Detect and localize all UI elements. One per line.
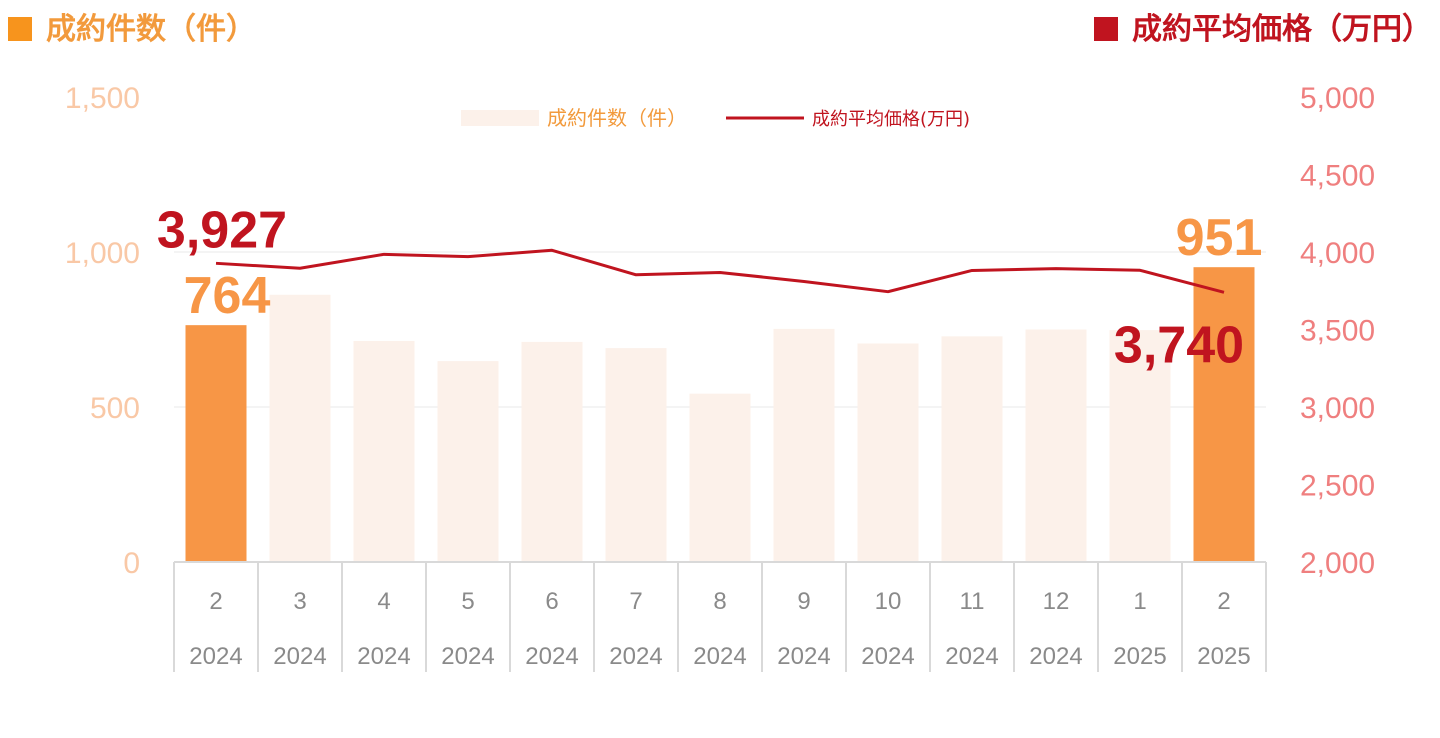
right-y-axis: 2,000 2,500 3,000 3,500 4,000 4,500 5,000 [1300, 82, 1375, 580]
right-axis-title-text: 成約平均価格（万円） [1132, 12, 1432, 47]
right-y-tick-label: 3,500 [1300, 315, 1375, 348]
x-tick-label-year: 2024 [441, 643, 494, 670]
legend: 成約件数（件） 成約平均価格(万円) [461, 106, 970, 130]
data-labels: 764 951 3,927 3,740 [157, 201, 1262, 374]
x-tick-label-month: 5 [461, 588, 474, 615]
x-tick-label-year: 2024 [945, 643, 998, 670]
x-tick-label-year: 2024 [357, 643, 410, 670]
x-axis: 2 2024 3 2024 4 2024 5 2024 6 2024 7 2024 8 2024 9 2024… [173, 561, 1267, 672]
x-tick-label-month: 3 [293, 588, 306, 615]
left-y-tick-label: 1,500 [65, 82, 140, 115]
x-tick-label-month: 6 [545, 588, 558, 615]
data-label: 3,927 [157, 201, 287, 259]
left-y-axis: 0 500 1,000 1,500 [65, 82, 140, 580]
x-tick-label-month: 8 [713, 588, 726, 615]
x-tick-label-year: 2024 [861, 643, 914, 670]
data-label: 951 [1176, 209, 1263, 267]
x-tick-label-year: 2025 [1113, 643, 1166, 670]
bar [605, 348, 667, 562]
bar [857, 343, 919, 562]
right-axis-title: 成約平均価格（万円） [1094, 4, 1432, 48]
gridlines [174, 251, 1266, 408]
right-square-icon [1094, 17, 1118, 41]
right-y-tick-label: 2,500 [1300, 470, 1375, 503]
right-y-tick-label: 3,000 [1300, 392, 1375, 425]
x-tick-label-month: 2 [209, 588, 222, 615]
legend-swatch-bar [461, 110, 539, 126]
left-y-tick-label: 1,000 [65, 237, 140, 270]
right-y-tick-label: 2,000 [1300, 547, 1375, 580]
line-series [215, 248, 1225, 294]
x-tick-label-month: 4 [377, 588, 390, 615]
left-y-tick-label: 500 [90, 392, 140, 425]
x-tick-label-month: 9 [797, 588, 810, 615]
right-y-tick-label: 5,000 [1300, 82, 1375, 115]
bar [689, 393, 751, 562]
price-line [215, 248, 1225, 294]
x-tick-label-month: 12 [1043, 588, 1070, 615]
x-tick-label-year: 2024 [777, 643, 830, 670]
left-y-tick-label: 0 [123, 547, 140, 580]
x-tick-label-year: 2024 [273, 643, 326, 670]
right-y-tick-label: 4,000 [1300, 237, 1375, 270]
left-axis-title-text: 成約件数（件） [46, 12, 256, 47]
right-y-tick-label: 4,500 [1300, 160, 1375, 193]
bar [269, 294, 331, 562]
bar [773, 328, 835, 562]
data-label: 764 [184, 267, 271, 325]
x-tick-label-year: 2024 [1029, 643, 1082, 670]
x-tick-label-year: 2024 [693, 643, 746, 670]
x-tick-label-month: 1 [1133, 588, 1146, 615]
x-tick-label-year: 2025 [1197, 643, 1250, 670]
bar [1109, 330, 1171, 562]
left-square-icon [8, 17, 32, 41]
bar-series [185, 267, 1255, 562]
bar [437, 361, 499, 562]
x-tick-label-year: 2024 [525, 643, 578, 670]
left-axis-title: 成約件数（件） [8, 4, 256, 48]
bar [521, 341, 583, 562]
x-tick-label-month: 10 [875, 588, 902, 615]
bar [941, 336, 1003, 562]
bar [185, 325, 247, 562]
bar [353, 340, 415, 562]
x-tick-label-year: 2024 [609, 643, 662, 670]
legend-label-bar: 成約件数（件） [547, 106, 687, 130]
legend-label-line: 成約平均価格(万円) [812, 109, 970, 130]
data-label: 3,740 [1114, 316, 1244, 374]
x-tick-label-month: 11 [960, 588, 985, 615]
x-tick-label-month: 2 [1217, 588, 1230, 615]
x-tick-label-year: 2024 [189, 643, 242, 670]
bar [1025, 329, 1087, 562]
bar [1193, 267, 1255, 562]
x-tick-label-month: 7 [629, 588, 642, 615]
